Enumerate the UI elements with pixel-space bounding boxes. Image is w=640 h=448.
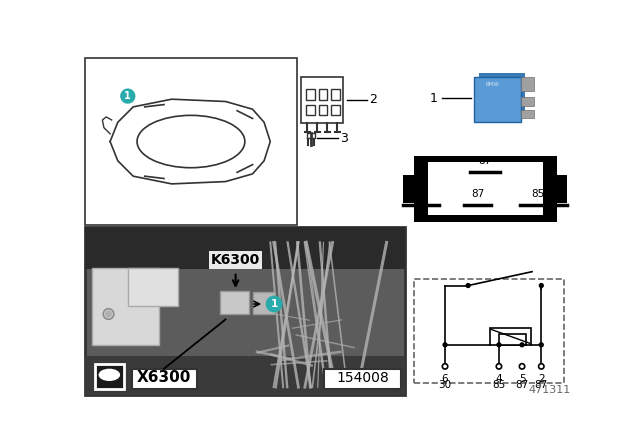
Text: 30: 30 [412, 190, 425, 199]
Circle shape [540, 343, 543, 347]
Bar [128, 268, 178, 306]
Bar [307, 89, 315, 100]
Bar [403, 176, 414, 203]
Text: BMW: BMW [485, 82, 499, 87]
Circle shape [466, 284, 470, 288]
Bar [428, 162, 543, 215]
Bar [86, 58, 297, 225]
Bar [95, 364, 124, 389]
Text: 85: 85 [531, 190, 544, 199]
Text: 2: 2 [538, 374, 545, 384]
Text: 471311: 471311 [528, 385, 570, 395]
Text: 87: 87 [471, 190, 484, 199]
Text: 87: 87 [479, 156, 492, 166]
Bar [490, 328, 531, 345]
Text: X6300: X6300 [137, 370, 191, 385]
Ellipse shape [99, 369, 120, 381]
Text: K6300: K6300 [211, 253, 260, 267]
Bar [319, 89, 327, 100]
Text: 6: 6 [442, 374, 449, 384]
Circle shape [519, 364, 525, 369]
Bar [132, 369, 197, 389]
Circle shape [121, 89, 135, 103]
Bar [520, 77, 534, 91]
Text: 4: 4 [495, 374, 502, 384]
Text: 1: 1 [124, 91, 131, 101]
Bar [86, 227, 405, 269]
Text: 2: 2 [369, 94, 377, 107]
Bar [557, 176, 568, 203]
Circle shape [106, 311, 111, 317]
Circle shape [442, 364, 448, 369]
Circle shape [103, 309, 114, 319]
Text: 3: 3 [340, 132, 348, 145]
Circle shape [520, 343, 524, 347]
Circle shape [266, 296, 282, 312]
Circle shape [115, 380, 120, 385]
Text: 87: 87 [534, 380, 548, 390]
Bar [307, 104, 315, 116]
Text: 30: 30 [438, 380, 452, 390]
Circle shape [496, 364, 502, 369]
Bar [86, 356, 405, 395]
Bar [331, 89, 340, 100]
Bar [520, 97, 534, 106]
Text: 154008: 154008 [336, 371, 389, 385]
Text: 87: 87 [515, 380, 529, 390]
Circle shape [99, 380, 103, 385]
Bar [319, 104, 327, 116]
Circle shape [497, 343, 501, 347]
Circle shape [443, 343, 447, 347]
Bar [414, 156, 557, 222]
Bar [92, 268, 159, 345]
Text: 5: 5 [519, 374, 525, 384]
Circle shape [540, 284, 543, 288]
Bar [414, 280, 564, 383]
Circle shape [539, 364, 544, 369]
Text: 1: 1 [429, 92, 437, 105]
Bar [474, 77, 520, 121]
Bar [86, 227, 405, 395]
Text: 1: 1 [271, 299, 278, 309]
Bar [520, 110, 534, 118]
Bar [324, 369, 401, 389]
Text: 85: 85 [492, 380, 506, 390]
Bar [479, 73, 525, 118]
Bar [253, 293, 275, 314]
Bar [331, 104, 340, 116]
Bar [499, 334, 526, 345]
Bar [220, 291, 250, 314]
Bar [301, 77, 344, 123]
